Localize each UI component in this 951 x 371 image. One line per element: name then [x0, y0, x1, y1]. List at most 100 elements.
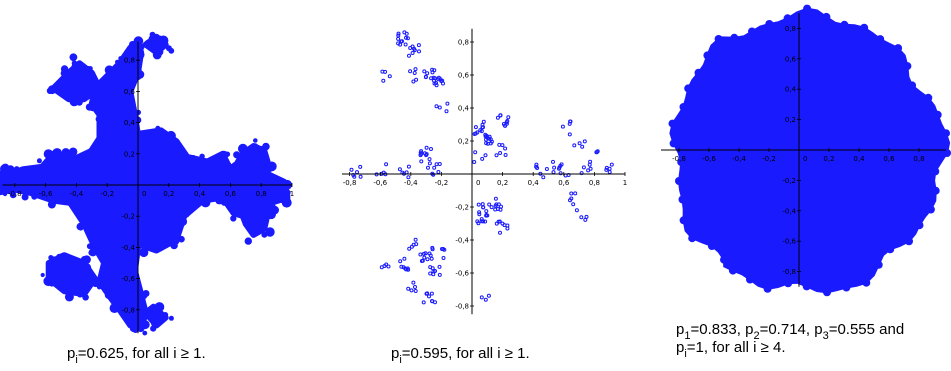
x-tick-label: -0,4 — [732, 155, 746, 163]
fractal-point — [430, 299, 434, 303]
fractal-point — [403, 42, 408, 47]
fractal-fringe — [668, 119, 677, 128]
fractal-fringe — [103, 92, 108, 97]
fractal-fringe — [166, 137, 177, 147]
fractal-fringe — [76, 223, 84, 231]
fractal-point — [413, 285, 417, 289]
fractal-fringe — [98, 205, 107, 214]
fractal-point — [429, 291, 434, 296]
fractal-point — [551, 159, 555, 164]
fractal-fringe — [152, 50, 162, 60]
fractal-fringe — [256, 229, 262, 235]
fractal-fringe — [227, 202, 237, 212]
fractal-fringe — [270, 205, 279, 215]
fractal-fringe — [675, 177, 683, 185]
fractal-point — [479, 295, 484, 300]
fractal-point — [569, 191, 574, 196]
fractal-fringe — [2, 191, 8, 197]
fractal-point — [581, 165, 586, 170]
origin-label: 0 — [142, 190, 146, 198]
fractal-fringe — [155, 44, 164, 53]
fractal-point — [497, 142, 502, 147]
fractal-point — [421, 300, 426, 305]
fractal-fringe — [139, 307, 147, 315]
fractal-fringe — [65, 70, 74, 79]
fractal-fringe — [76, 291, 84, 298]
fractal-fringe — [905, 237, 913, 246]
fractal-fringe — [243, 215, 248, 220]
fractal-fringe — [669, 139, 678, 148]
fractal-point — [604, 165, 609, 170]
fractal-fringe — [47, 200, 56, 209]
fractal-fringe — [71, 61, 82, 72]
fractal-point — [412, 71, 417, 75]
fractal-fringe — [158, 35, 169, 46]
fractal-fringe — [40, 164, 50, 174]
fractal-point — [405, 36, 410, 41]
fractal-point — [408, 69, 413, 74]
fractal-point — [413, 237, 418, 242]
fractal-fringe — [281, 197, 292, 208]
fractal-point — [579, 215, 584, 220]
fractal-point — [404, 35, 408, 40]
fractal-point — [401, 265, 406, 270]
fractal-point — [422, 255, 427, 260]
fractal-point — [434, 104, 439, 109]
y-tick-label: 0,4 — [124, 119, 136, 127]
fractal-fringe — [98, 77, 108, 87]
fractal-fringe — [0, 186, 4, 192]
fractal-point — [358, 174, 363, 179]
fractal-fringe — [82, 294, 89, 301]
fractal-fringe — [55, 196, 62, 203]
fractal-fringe — [283, 189, 291, 197]
fractal-fringe — [91, 207, 98, 213]
y-tick-label: -0,6 — [782, 238, 796, 246]
fractal-fringe — [942, 129, 950, 138]
fractal-point — [497, 219, 502, 224]
fractal-fringe — [933, 110, 942, 119]
fractal-fringe — [748, 27, 756, 36]
fractal-fringe — [678, 195, 687, 204]
fractal-fringe — [93, 140, 100, 147]
fractal-point — [483, 132, 488, 137]
fractal-point — [386, 264, 391, 269]
fractal-dust-2 — [349, 30, 614, 305]
fractal-fringe — [842, 283, 851, 292]
fractal-fringe — [143, 313, 148, 318]
fractal-point — [484, 209, 489, 214]
fractal-fringe — [48, 255, 54, 261]
fractal-point — [484, 141, 489, 146]
fractal-point — [477, 212, 482, 217]
fractal-fringe — [253, 138, 258, 143]
fractal-point — [424, 145, 429, 150]
fractal-fringe — [105, 139, 113, 146]
fractal-fringe — [216, 199, 221, 204]
fractal-fringe — [271, 165, 276, 170]
fractal-point — [502, 123, 507, 128]
fractal-fringe — [245, 175, 252, 181]
fractal-point — [423, 74, 428, 79]
fractal-fringe — [65, 198, 72, 205]
fractal-point — [358, 164, 363, 169]
x-tick-label: 0,8 — [913, 155, 924, 163]
fractal-point — [495, 115, 500, 120]
y-tick-label: -0,4 — [782, 207, 796, 215]
fractal-fringe — [136, 324, 145, 333]
fractal-fringe — [88, 250, 94, 256]
fractal-fringe — [178, 235, 185, 243]
fractal-point — [558, 171, 563, 176]
fractal-fringe — [125, 236, 131, 242]
fractal-point — [428, 253, 433, 258]
x-tick-label: 1 — [623, 179, 627, 187]
fractal-point — [406, 175, 411, 180]
fractal-point — [398, 259, 403, 264]
fractal-point — [503, 146, 508, 151]
fractal-fringe — [221, 199, 228, 206]
y-tick-label: -0,2 — [455, 204, 469, 212]
fractal-point — [594, 150, 599, 155]
fractal-fringe — [261, 195, 271, 205]
fractal-fringe — [130, 41, 136, 46]
fractal-fringe — [179, 154, 188, 162]
fractal-fringe — [784, 279, 793, 288]
fractal-fringe — [150, 325, 157, 332]
